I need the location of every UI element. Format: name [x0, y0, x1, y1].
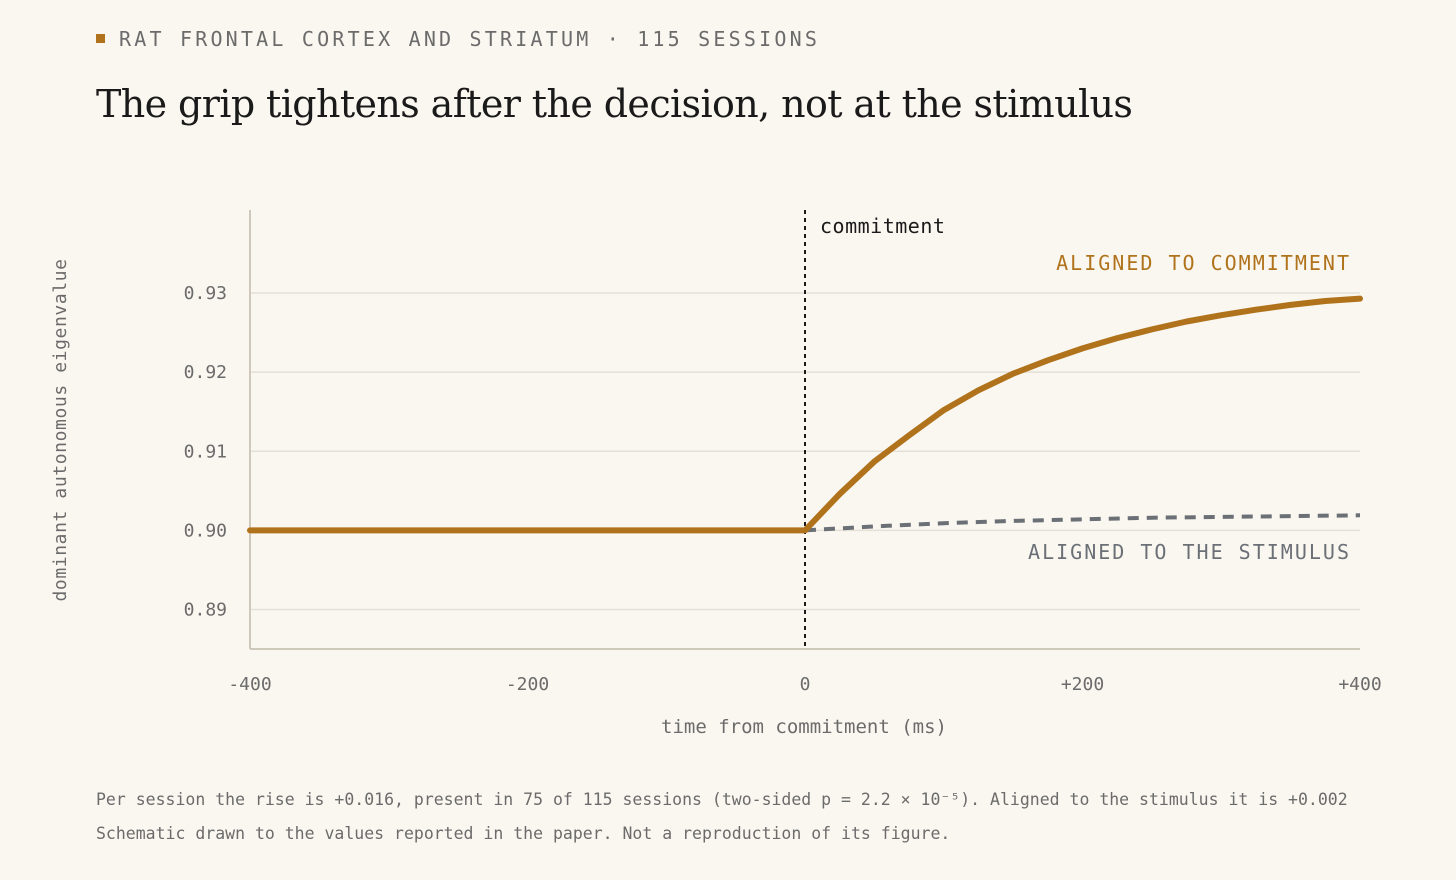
x-tick-label: +200	[1061, 674, 1104, 695]
y-tick-label: 0.90	[184, 520, 227, 541]
x-tick-label: -200	[506, 674, 549, 695]
y-tick-label: 0.93	[184, 283, 227, 304]
y-tick-label: 0.89	[184, 599, 227, 620]
x-tick-label: +400	[1338, 674, 1381, 695]
series-label-commitment: ALIGNED TO COMMITMENT	[1056, 251, 1351, 275]
kicker: RAT FRONTAL CORTEX AND STRIATUM · 115 SE…	[96, 26, 820, 52]
series-line-stimulus	[804, 513, 1361, 533]
commitment-label: commitment	[820, 214, 945, 238]
kicker-square-icon	[96, 34, 105, 43]
series-line-commitment	[247, 295, 1363, 534]
footnote-stats: Per session the rise is +0.016, present …	[96, 790, 1348, 809]
footnote-disclaimer: Schematic drawn to the values reported i…	[96, 824, 951, 843]
y-tick-label: 0.91	[184, 441, 227, 462]
page-title: The grip tightens after the decision, no…	[96, 82, 1133, 126]
y-axis-title: dominant autonomous eigenvalue	[50, 258, 71, 601]
x-tick-label: 0	[800, 674, 811, 695]
kicker-text: RAT FRONTAL CORTEX AND STRIATUM · 115 SE…	[119, 27, 821, 51]
x-tick-label: -400	[228, 674, 271, 695]
y-tick-label: 0.92	[184, 362, 227, 383]
series-label-stimulus: ALIGNED TO THE STIMULUS	[1028, 540, 1351, 564]
x-axis-title: time from commitment (ms)	[661, 716, 947, 738]
